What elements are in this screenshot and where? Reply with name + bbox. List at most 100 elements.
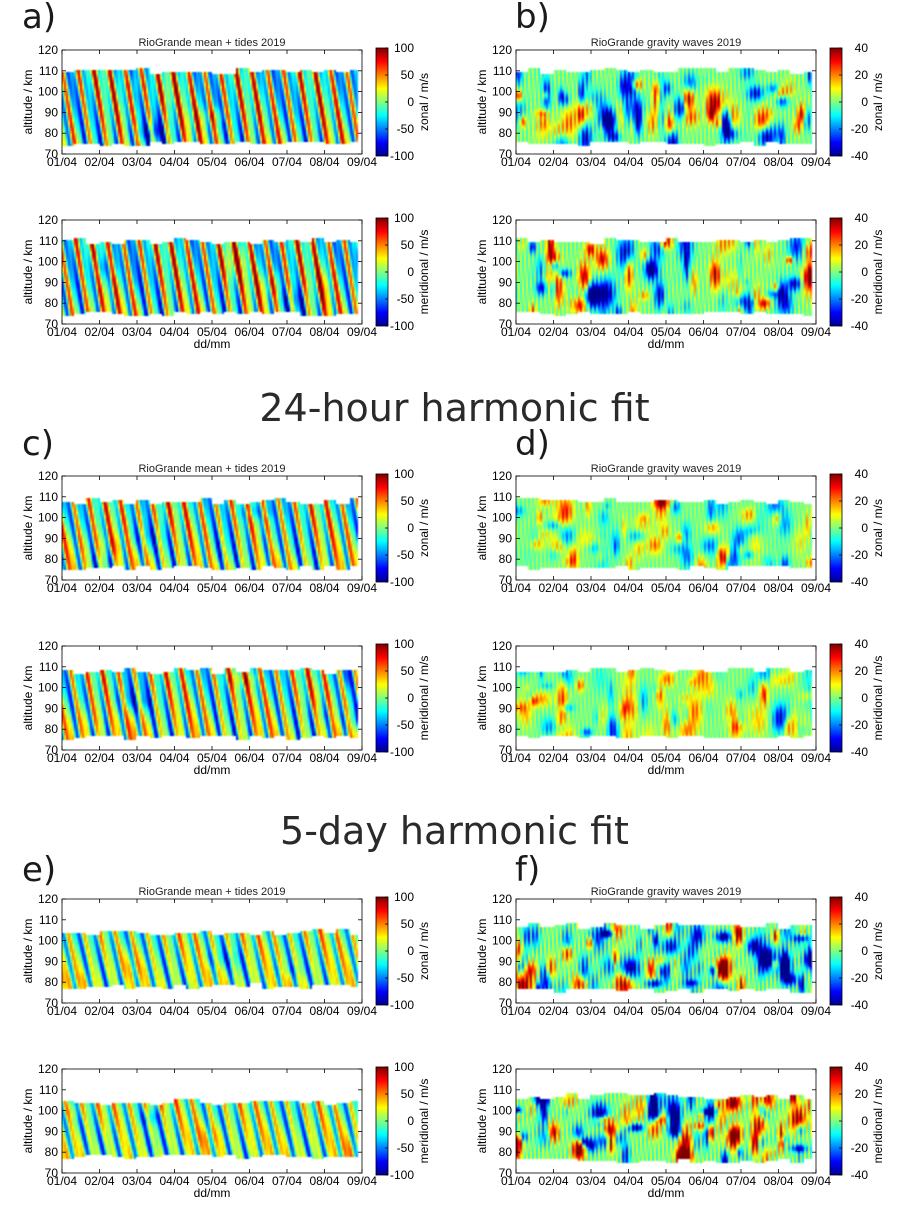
colorbar-tick-label: -100 — [390, 745, 414, 759]
y-tick-label: 100 — [38, 1104, 58, 1118]
x-tick-label: 03/04 — [122, 581, 152, 595]
subplot-zonal: RioGrande gravity waves 2019 70 80 90 100 110… — [475, 463, 885, 595]
y-tick-label: 90 — [499, 954, 513, 968]
x-axis-label: dd/mm — [194, 1186, 231, 1200]
y-tick-label: 90 — [45, 275, 59, 289]
y-tick-label: 100 — [38, 85, 58, 99]
x-tick-label: 04/04 — [613, 581, 643, 595]
section-title-5day: 5-day harmonic fit — [280, 809, 629, 853]
colorbar-tick-label: -50 — [397, 1141, 415, 1155]
y-tick-label: 70 — [45, 147, 59, 161]
panel-letter-b: b) — [515, 0, 550, 37]
x-tick-label: 04/04 — [613, 1004, 643, 1018]
colorbar-tick-label: -20 — [851, 292, 869, 306]
x-tick-label: 02/04 — [84, 1004, 114, 1018]
y-tick-label: 80 — [45, 296, 59, 310]
y-tick-label: 90 — [499, 105, 513, 119]
x-tick-label: 08/04 — [763, 155, 793, 169]
colorbar-tick-label: 0 — [861, 1114, 868, 1128]
y-tick-label: 70 — [45, 573, 59, 587]
y-tick-label: 80 — [499, 296, 513, 310]
x-tick-label: 07/04 — [726, 1004, 756, 1018]
chart-panel-a: RioGrande mean + tides 2019 70 80 90 100 110 1… — [21, 37, 431, 351]
panel-letter-d: d) — [515, 424, 550, 464]
x-tick-label: 08/04 — [763, 1174, 793, 1188]
colorbar-tick-label: 20 — [855, 1087, 869, 1101]
x-tick-label: 05/04 — [197, 325, 227, 339]
y-tick-label: 120 — [492, 1062, 512, 1076]
y-tick-label: 110 — [493, 1083, 512, 1097]
y-tick-label: 70 — [499, 743, 513, 757]
x-tick-label: 09/04 — [347, 155, 377, 169]
x-tick-label: 02/04 — [538, 1174, 568, 1188]
x-tick-label: 01/04 — [501, 1174, 531, 1188]
y-tick-label: 80 — [45, 1145, 59, 1159]
heatmap-image — [62, 899, 362, 1003]
y-tick-label: 120 — [38, 639, 58, 653]
heatmap-image — [516, 220, 816, 324]
x-tick-label: 03/04 — [122, 751, 152, 765]
colorbar-label: zonal / m/s — [871, 499, 885, 557]
y-axis-label: altitude / km — [21, 70, 35, 135]
colorbar-tick-label: -50 — [397, 292, 415, 306]
x-tick-label: 09/04 — [347, 325, 377, 339]
x-tick-label: 05/04 — [651, 325, 681, 339]
y-axis-label: altitude / km — [475, 919, 489, 984]
y-tick-label: 110 — [39, 1083, 58, 1097]
colorbar-tick-label: 50 — [401, 68, 415, 82]
panel-letter-a: a) — [22, 0, 57, 37]
x-tick-label: 03/04 — [122, 325, 152, 339]
x-tick-label: 09/04 — [801, 751, 831, 765]
x-tick-label: 06/04 — [688, 751, 718, 765]
y-axis-label: altitude / km — [475, 1089, 489, 1154]
x-tick-label: 03/04 — [576, 1174, 606, 1188]
chart-panel-e: RioGrande mean + tides 2019 70 80 90 100 110 1… — [21, 886, 431, 1200]
x-tick-label: 06/04 — [234, 581, 264, 595]
x-tick-label: 09/04 — [347, 1174, 377, 1188]
y-axis-label: altitude / km — [475, 70, 489, 135]
y-axis-label: altitude / km — [21, 1089, 35, 1154]
colorbar-tick-label: -100 — [390, 319, 414, 333]
x-tick-label: 05/04 — [651, 581, 681, 595]
y-tick-label: 80 — [45, 975, 59, 989]
colorbar-tick-label: 100 — [394, 41, 414, 55]
colorbar-label: zonal / m/s — [417, 73, 431, 131]
colorbar-tick-label: -100 — [390, 998, 414, 1012]
colorbar-tick-label: 20 — [855, 238, 869, 252]
colorbar-tick-label: 0 — [407, 95, 414, 109]
y-tick-label: 100 — [492, 681, 512, 695]
section-title-24h: 24-hour harmonic fit — [259, 386, 650, 430]
x-tick-label: 09/04 — [347, 751, 377, 765]
colorbar-label: zonal / m/s — [417, 499, 431, 557]
x-tick-label: 08/04 — [309, 155, 339, 169]
x-tick-label: 09/04 — [801, 1174, 831, 1188]
x-tick-label: 03/04 — [122, 1174, 152, 1188]
x-tick-label: 05/04 — [651, 1174, 681, 1188]
x-tick-label: 03/04 — [122, 155, 152, 169]
x-tick-label: 06/04 — [688, 155, 718, 169]
x-tick-label: 01/04 — [47, 581, 77, 595]
x-tick-label: 06/04 — [234, 155, 264, 169]
subplot-zonal: RioGrande gravity waves 2019 70 80 90 100 110… — [475, 37, 885, 169]
colorbar-tick-label: 50 — [401, 494, 415, 508]
panel-letter-e: e) — [22, 850, 57, 890]
y-tick-label: 100 — [492, 511, 512, 525]
x-tick-label: 08/04 — [309, 581, 339, 595]
colorbar-label: zonal / m/s — [417, 922, 431, 980]
x-tick-label: 02/04 — [538, 155, 568, 169]
x-tick-label: 01/04 — [47, 751, 77, 765]
x-tick-label: 01/04 — [47, 155, 77, 169]
y-axis-label: altitude / km — [21, 496, 35, 561]
x-tick-label: 07/04 — [272, 1004, 302, 1018]
y-tick-label: 120 — [38, 892, 58, 906]
y-tick-label: 90 — [45, 105, 59, 119]
subplot-zonal: RioGrande mean + tides 2019 70 80 90 100 110 1… — [21, 886, 431, 1018]
y-tick-label: 100 — [492, 934, 512, 948]
y-tick-label: 120 — [492, 892, 512, 906]
y-tick-label: 120 — [492, 639, 512, 653]
y-tick-label: 100 — [492, 255, 512, 269]
x-tick-label: 07/04 — [726, 751, 756, 765]
colorbar-tick-label: -20 — [851, 971, 869, 985]
x-tick-label: 04/04 — [613, 1174, 643, 1188]
